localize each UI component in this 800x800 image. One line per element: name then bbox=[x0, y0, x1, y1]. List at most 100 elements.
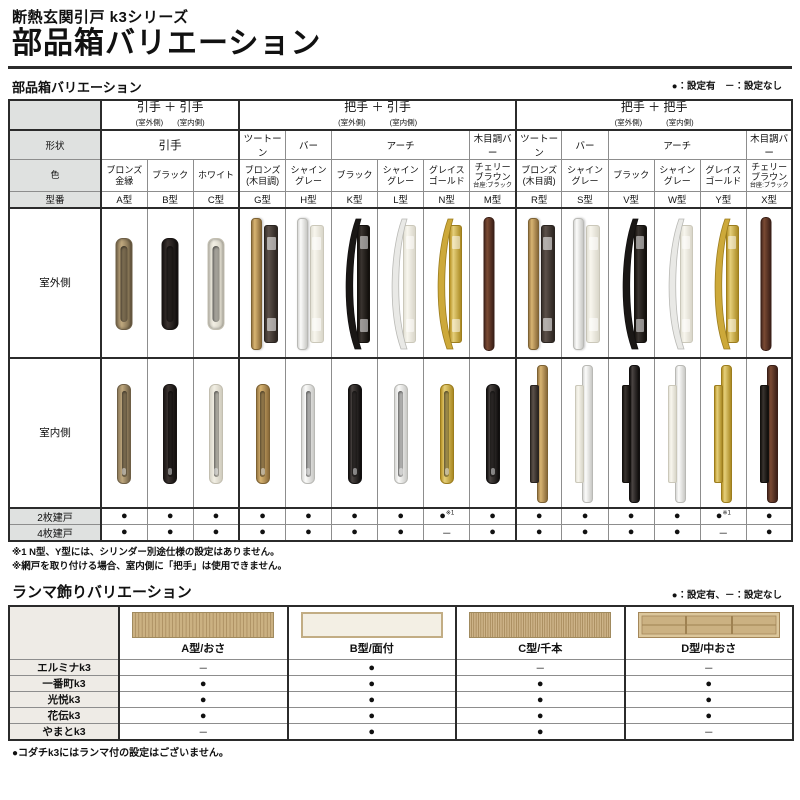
photo-outdoor-Y bbox=[699, 207, 747, 359]
two-panel-B: ● bbox=[146, 507, 194, 525]
group-name-2: 把手 ＋ 把手 bbox=[620, 99, 688, 114]
code-cell-6: L型 bbox=[377, 191, 425, 209]
code-cell-3: G型 bbox=[238, 191, 286, 209]
code-cell-8: M型 bbox=[469, 191, 517, 209]
group-out-2: (室外側) bbox=[614, 118, 643, 128]
four-panel-B: ● bbox=[146, 523, 194, 542]
photo-indoor-X bbox=[745, 357, 794, 509]
four-panel-A: ● bbox=[99, 523, 148, 542]
four-panel-row: 4枚建戸 ● ● ● ● ● ● ● － ● ● ● ● ● － ● bbox=[8, 523, 794, 542]
color-cell-12: シャイン グレー bbox=[653, 159, 701, 193]
photo-indoor-B bbox=[146, 357, 194, 509]
four-panel-N: － bbox=[423, 523, 471, 542]
row-label-outdoor: 室外側 bbox=[8, 207, 102, 359]
title-rule bbox=[8, 65, 792, 69]
shape-cell-7: アーチ bbox=[607, 129, 747, 161]
ranma-cell: － bbox=[623, 659, 794, 677]
photo-outdoor-K bbox=[330, 207, 379, 359]
two-panel-row: 2枚建戸 ● ● ● ● ● ● ● ●※1 ● ● ● ● ● ●※1 ● bbox=[8, 507, 794, 525]
ranma-corner-blank bbox=[8, 605, 120, 661]
four-panel-W: ● bbox=[653, 523, 701, 542]
code-cell-4: H型 bbox=[284, 191, 333, 209]
photo-outdoor-M bbox=[469, 207, 517, 359]
two-panel-G: ● bbox=[238, 507, 286, 525]
ranma-head-A: A型/おさ bbox=[118, 605, 288, 661]
legend-parts: ●：設定有 －：設定なし bbox=[671, 80, 782, 92]
photo-indoor-W bbox=[653, 357, 701, 509]
color-cell-3: ブロンズ (木目調) bbox=[238, 159, 286, 193]
ranma-row-label: 花伝k3 bbox=[8, 707, 120, 725]
ranma-cell: ● bbox=[623, 691, 794, 709]
code-row: 型番 A型 B型 C型 G型 H型 K型 L型 N型 M型 R型 S型 V型 W… bbox=[8, 191, 794, 209]
code-cell-0: A型 bbox=[99, 191, 148, 209]
ranma-cell: － bbox=[455, 659, 625, 677]
four-panel-S: ● bbox=[561, 523, 609, 542]
four-panel-X: ● bbox=[745, 523, 794, 542]
two-panel-C: ● bbox=[192, 507, 240, 525]
color-cell-9: ブロンズ (木目調) bbox=[514, 159, 563, 193]
four-panel-Y: － bbox=[699, 523, 747, 542]
ranma-cell: ● bbox=[455, 691, 625, 709]
color-cell-5: ブラック bbox=[330, 159, 379, 193]
photo-outdoor-L bbox=[377, 207, 425, 359]
row-label-shape: 形状 bbox=[8, 129, 102, 161]
shape-cell-1: ツートーン bbox=[238, 129, 286, 161]
ranma-row-label: やまとk3 bbox=[8, 723, 120, 742]
code-cell-14: X型 bbox=[745, 191, 794, 209]
shape-cell-3: アーチ bbox=[330, 129, 471, 161]
photo-outdoor-S bbox=[561, 207, 609, 359]
group-header-row: 引手 ＋ 引手 (室外側) (室内側) 把手 ＋ 引手 (室外側) (室内側) 把手… bbox=[8, 98, 794, 132]
indoor-photo-row: 室内側 bbox=[8, 357, 794, 509]
legend-ranma: ●：設定有、－：設定なし bbox=[671, 590, 782, 602]
ranma-row-label: 光悦k3 bbox=[8, 691, 120, 709]
group-out-1: (室外側) bbox=[338, 118, 366, 128]
ranma-cell: ● bbox=[623, 675, 794, 693]
color-cell-1: ブラック bbox=[146, 159, 194, 193]
two-panel-K: ● bbox=[330, 507, 379, 525]
ranma-col-label-0: A型/おさ bbox=[181, 643, 226, 656]
row-label-four-panel: 4枚建戸 bbox=[8, 523, 102, 542]
ranma-row: 花伝k3 ● ● ● ● bbox=[8, 707, 794, 725]
photo-indoor-R bbox=[514, 357, 563, 509]
shape-cell-8: 木目調バー bbox=[745, 129, 794, 161]
photo-outdoor-V bbox=[607, 207, 655, 359]
four-panel-M: ● bbox=[469, 523, 517, 542]
color-row: 色 ブロンズ 金縁 ブラック ホワイト ブロンズ (木目調) シャイン グレー ブラッ… bbox=[8, 159, 794, 193]
photo-indoor-L bbox=[377, 357, 425, 509]
color-cell-14: チェリー ブラウン 台座:ブラック bbox=[745, 159, 794, 193]
group-in-2: (室内側) bbox=[666, 118, 694, 128]
color-cell-11: ブラック bbox=[607, 159, 655, 193]
ranma-cell: ● bbox=[455, 723, 625, 742]
color-cell-7: グレイス ゴールド bbox=[423, 159, 471, 193]
ranma-cell: ● bbox=[286, 691, 457, 709]
photo-outdoor-H bbox=[284, 207, 333, 359]
four-panel-V: ● bbox=[607, 523, 655, 542]
ranma-row: やまとk3 － ● ● － bbox=[8, 723, 794, 742]
ranma-row-label: 一番町k3 bbox=[8, 675, 120, 693]
four-panel-R: ● bbox=[514, 523, 563, 542]
ranma-cell: ● bbox=[455, 675, 625, 693]
photo-outdoor-B bbox=[146, 207, 194, 359]
photo-outdoor-G bbox=[238, 207, 286, 359]
section-title-parts: 部品箱バリエーション bbox=[12, 79, 142, 95]
code-cell-9: R型 bbox=[514, 191, 563, 209]
ranma-row: 一番町k3 ● ● ● ● bbox=[8, 675, 794, 693]
ranma-header-row: A型/おさ B型/面付 C型/千本 D型/中おさ bbox=[8, 605, 794, 661]
code-cell-7: N型 bbox=[423, 191, 471, 209]
ranma-col-label-1: B型/面付 bbox=[349, 643, 394, 656]
four-panel-L: ● bbox=[377, 523, 425, 542]
photo-indoor-H bbox=[284, 357, 333, 509]
group-cell-0: 引手 ＋ 引手 (室外側) (室内側) bbox=[99, 98, 240, 132]
photo-outdoor-X bbox=[745, 207, 794, 359]
code-cell-13: Y型 bbox=[699, 191, 747, 209]
two-panel-N: ●※1 bbox=[423, 507, 471, 525]
ranma-cell: ● bbox=[118, 675, 288, 693]
color-cell-6: シャイン グレー bbox=[377, 159, 425, 193]
two-panel-W: ● bbox=[653, 507, 701, 525]
two-panel-A: ● bbox=[99, 507, 148, 525]
note-1: ※1 N型、Y型には、シリンダー別途仕様の設定はありません。 bbox=[12, 546, 280, 558]
group-out-0: (室外側) bbox=[135, 118, 164, 128]
two-panel-R: ● bbox=[514, 507, 563, 525]
ranma-cell: ● bbox=[286, 723, 457, 742]
